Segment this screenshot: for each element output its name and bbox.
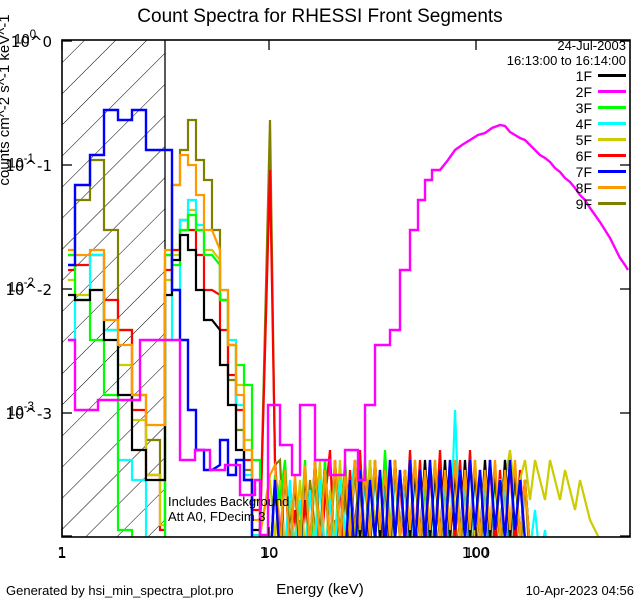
ytick-label-3: 10-3 [8, 400, 34, 419]
legend-row-4: 5F [576, 132, 626, 147]
plot-svg: 1 10 100 10^0 10^-1 10^-2 10^-3 [0, 0, 640, 600]
ytick-label-0: 100 [14, 28, 36, 47]
legend-row-3: 4F [576, 116, 626, 131]
annotation-text: Includes Background Att A0, FDecim 3 [168, 495, 289, 525]
footer-right-text: 10-Apr-2023 04:56 [526, 583, 634, 598]
date-range-block: 24-Jul-2003 16:13:00 to 16:14:00 [507, 38, 626, 68]
legend-row-7: 8F [576, 180, 626, 195]
legend-row-8: 9F [576, 196, 626, 211]
legend-row-6: 7F [576, 164, 626, 179]
y-axis-label: counts cm^-2 s^-1 keV^-1 [0, 0, 13, 230]
legend-row-5: 6F [576, 148, 626, 163]
legend-row-1: 2F [576, 84, 626, 99]
hatched-region [62, 40, 165, 537]
legend-row-0: 1F [576, 68, 626, 83]
ytick-label-2: 10-2 [8, 276, 34, 295]
legend-row-2: 3F [576, 100, 626, 115]
chart-container: Count Spectra for RHESSI Front Segments [0, 0, 640, 600]
xtick-label-10: 10 [262, 544, 278, 560]
footer-left-text: Generated by hsi_min_spectra_plot.pro [6, 583, 234, 598]
xtick-label-100: 100 [465, 544, 488, 560]
legend-block: 1F 2F 3F 4F 5F 6F 7F 8F [576, 68, 626, 212]
xtick-label-1: 1 [58, 544, 66, 560]
